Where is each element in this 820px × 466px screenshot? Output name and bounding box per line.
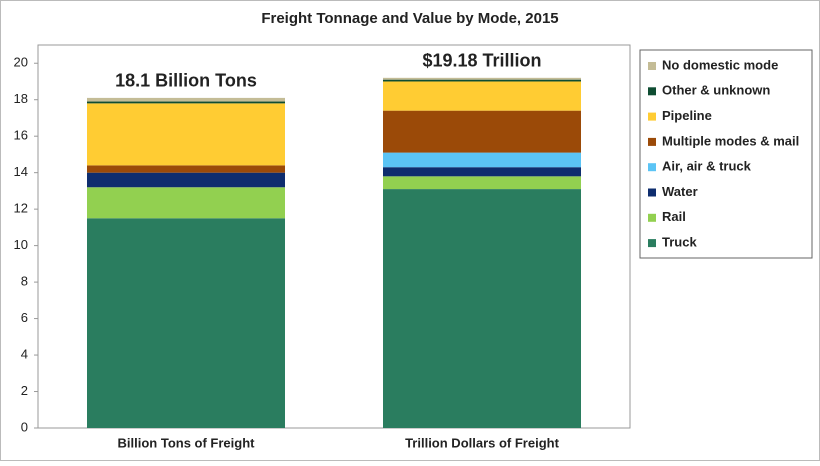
legend-swatch <box>648 112 656 121</box>
legend-label: No domestic mode <box>662 57 778 72</box>
annotation: $19.18 Trillion <box>422 51 541 71</box>
legend <box>639 49 813 259</box>
annotation: 18.1 Billion Tons <box>115 71 257 91</box>
bar-segment <box>383 79 581 82</box>
bar-segment <box>383 110 581 153</box>
bar-segment <box>383 176 581 190</box>
legend-swatch <box>648 188 656 197</box>
bar-segment <box>87 165 285 173</box>
y-tick-label: 20 <box>14 55 28 70</box>
legend-label: Rail <box>662 209 686 224</box>
bar-segment <box>383 77 581 80</box>
legend-swatch <box>648 213 656 222</box>
legend-label: Pipeline <box>662 108 712 123</box>
legend-swatch <box>648 163 656 172</box>
bar-segment <box>383 152 581 168</box>
bar-segment <box>87 187 285 219</box>
y-tick-label: 4 <box>21 346 28 361</box>
legend-swatch <box>648 137 656 146</box>
legend-label: Other & unknown <box>662 83 770 98</box>
y-tick-label: 16 <box>14 128 28 143</box>
legend-label: Truck <box>662 235 697 250</box>
bar-segment <box>87 97 285 102</box>
bar-segment <box>383 189 581 428</box>
bar-segment <box>87 218 285 428</box>
bar-segment <box>87 103 285 166</box>
legend-label: Multiple modes & mail <box>662 133 799 148</box>
bar-segment <box>383 81 581 111</box>
y-tick-label: 10 <box>14 237 28 252</box>
y-tick-label: 12 <box>14 201 28 216</box>
y-tick-label: 6 <box>21 310 28 325</box>
chart-title: Freight Tonnage and Value by Mode, 2015 <box>261 10 558 27</box>
legend-label: Water <box>662 184 698 199</box>
legend-swatch <box>648 239 656 248</box>
y-tick-label: 14 <box>14 164 28 179</box>
bar-segment <box>383 167 581 177</box>
bar-segment <box>87 101 285 104</box>
legend-swatch <box>648 87 656 96</box>
legend-swatch <box>648 62 656 70</box>
y-tick-label: 18 <box>14 91 28 106</box>
y-tick-label: 2 <box>21 383 28 398</box>
y-tick-label: 8 <box>21 274 28 289</box>
y-tick-label: 0 <box>21 419 28 434</box>
x-tick-label: Trillion Dollars of Freight <box>405 435 560 450</box>
bar-segment <box>87 172 285 188</box>
x-tick-label: Billion Tons of Freight <box>118 435 256 450</box>
legend-label: Air, air & truck <box>662 159 752 174</box>
